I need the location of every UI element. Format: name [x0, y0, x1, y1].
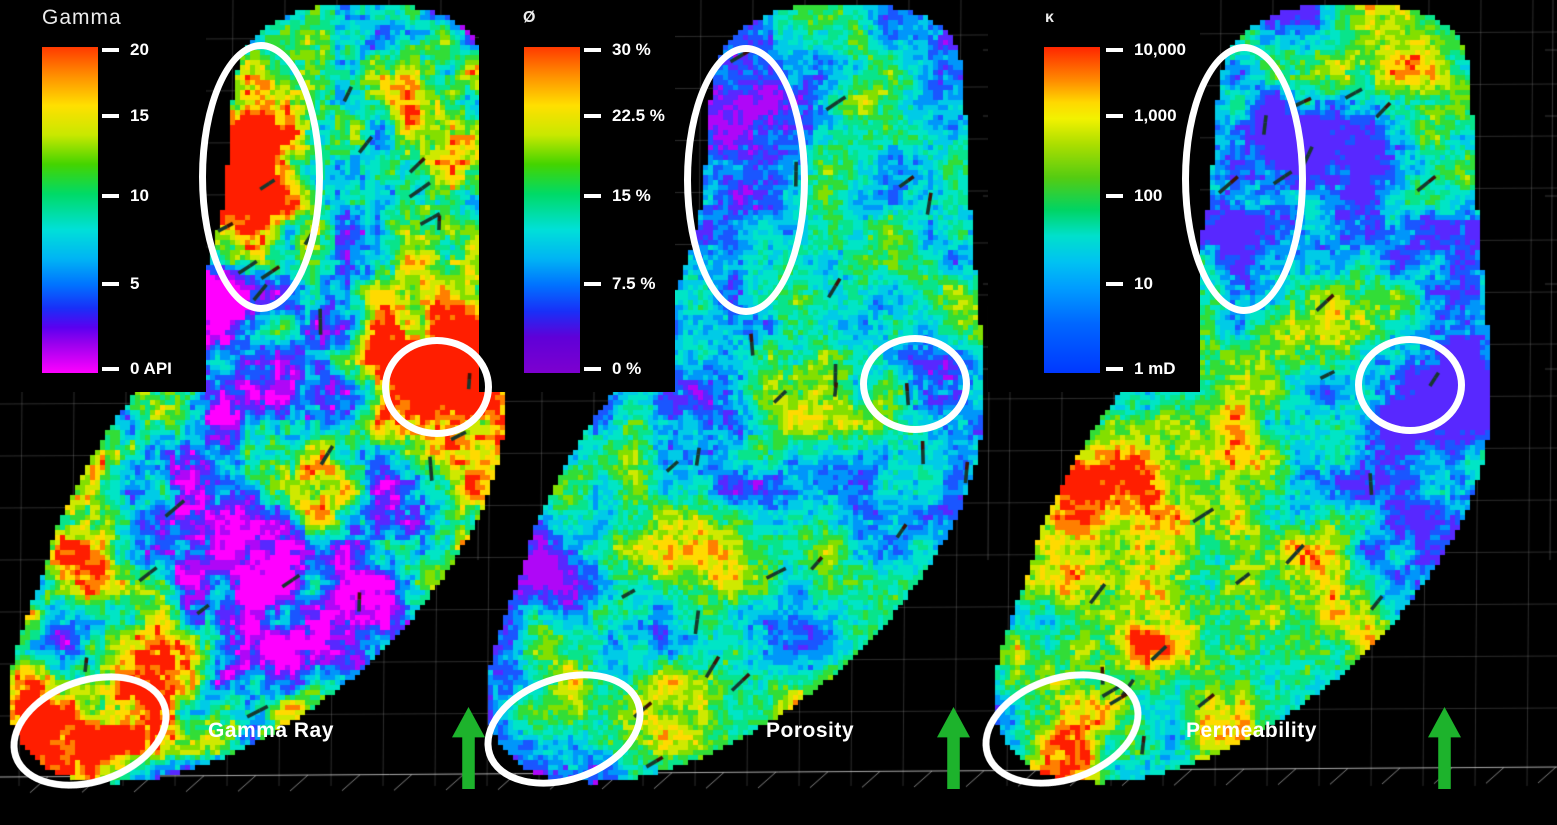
colorbar-tick: 1 mD: [1106, 359, 1176, 379]
tick-label: 0 %: [612, 359, 642, 379]
tick-dash: [1106, 194, 1123, 199]
tick-dash: [584, 281, 601, 286]
tick-dash: [1106, 48, 1123, 53]
tick-label: 7.5 %: [612, 273, 656, 293]
colorbar-tick: 22.5 %: [584, 106, 665, 126]
colorbar-tick: 0 %: [584, 359, 641, 379]
tick-label: 20: [130, 40, 149, 60]
tick-dash: [102, 48, 119, 53]
tick-label: 5: [130, 273, 140, 293]
gamma-map-label: Gamma Ray: [208, 719, 334, 742]
porosity-map-label: Porosity: [766, 719, 855, 742]
gamma-legend: Gamma 20 15 10 5 0 API: [0, 0, 206, 392]
tick-dash: [1106, 114, 1123, 119]
permeability-legend-title: κ: [1045, 9, 1055, 26]
colorbar-tick: 20: [102, 40, 149, 60]
tick-label: 0 API: [130, 359, 172, 379]
tick-label: 1 mD: [1134, 359, 1176, 379]
colorbar-tick: 5: [102, 274, 139, 294]
colorbar-tick: 1,000: [1106, 106, 1177, 126]
colorbar-tick: 15 %: [584, 186, 651, 206]
highlight-ellipse-permeability-leg: [1182, 44, 1306, 314]
highlight-ellipse-porosity-leg: [684, 45, 808, 315]
porosity-colorbar: [524, 47, 580, 373]
tick-dash: [1106, 367, 1123, 372]
permeability-colorbar: [1044, 47, 1100, 373]
colorbar-tick: 0 API: [102, 359, 172, 379]
highlight-circle-porosity-lobe: [860, 335, 970, 433]
tick-label: 100: [1134, 186, 1163, 206]
tick-dash: [102, 281, 119, 286]
tick-label: 15: [130, 106, 149, 126]
colorbar-tick: 10,000: [1106, 40, 1186, 60]
permeability-map-label: Permeability: [1186, 719, 1317, 742]
highlight-ellipse-gamma-leg: [199, 42, 323, 312]
highlight-circle-gamma-lobe: [382, 337, 492, 437]
tick-label: 22.5 %: [612, 106, 665, 126]
colorbar-tick: 15: [102, 106, 149, 126]
highlight-circle-permeability-lobe: [1355, 336, 1465, 434]
tick-label: 30 %: [612, 40, 651, 60]
tick-dash: [102, 114, 119, 119]
porosity-legend-title: Ø: [523, 9, 537, 26]
tick-label: 15 %: [612, 186, 651, 206]
gamma-legend-title: Gamma: [42, 6, 122, 29]
tick-label: 10: [1134, 273, 1153, 293]
tick-label: 10,000: [1134, 40, 1186, 60]
tick-dash: [584, 48, 601, 53]
colorbar-tick: 100: [1106, 186, 1162, 206]
colorbar-tick: 10: [1106, 274, 1153, 294]
colorbar-tick: 7.5 %: [584, 274, 655, 294]
porosity-legend: Ø 30 % 22.5 % 15 % 7.5 % 0 %: [479, 0, 675, 392]
tick-dash: [584, 194, 601, 199]
tick-dash: [584, 114, 601, 119]
colorbar-tick: 30 %: [584, 40, 651, 60]
tick-label: 1,000: [1134, 106, 1177, 126]
permeability-legend: κ 10,000 1,000 100 10 1 mD: [988, 0, 1200, 392]
tick-dash: [1106, 281, 1123, 286]
tick-dash: [584, 367, 601, 372]
gamma-colorbar: [42, 47, 98, 373]
tick-label: 10: [130, 186, 149, 206]
colorbar-tick: 10: [102, 186, 149, 206]
tick-dash: [102, 194, 119, 199]
tick-dash: [102, 367, 119, 372]
